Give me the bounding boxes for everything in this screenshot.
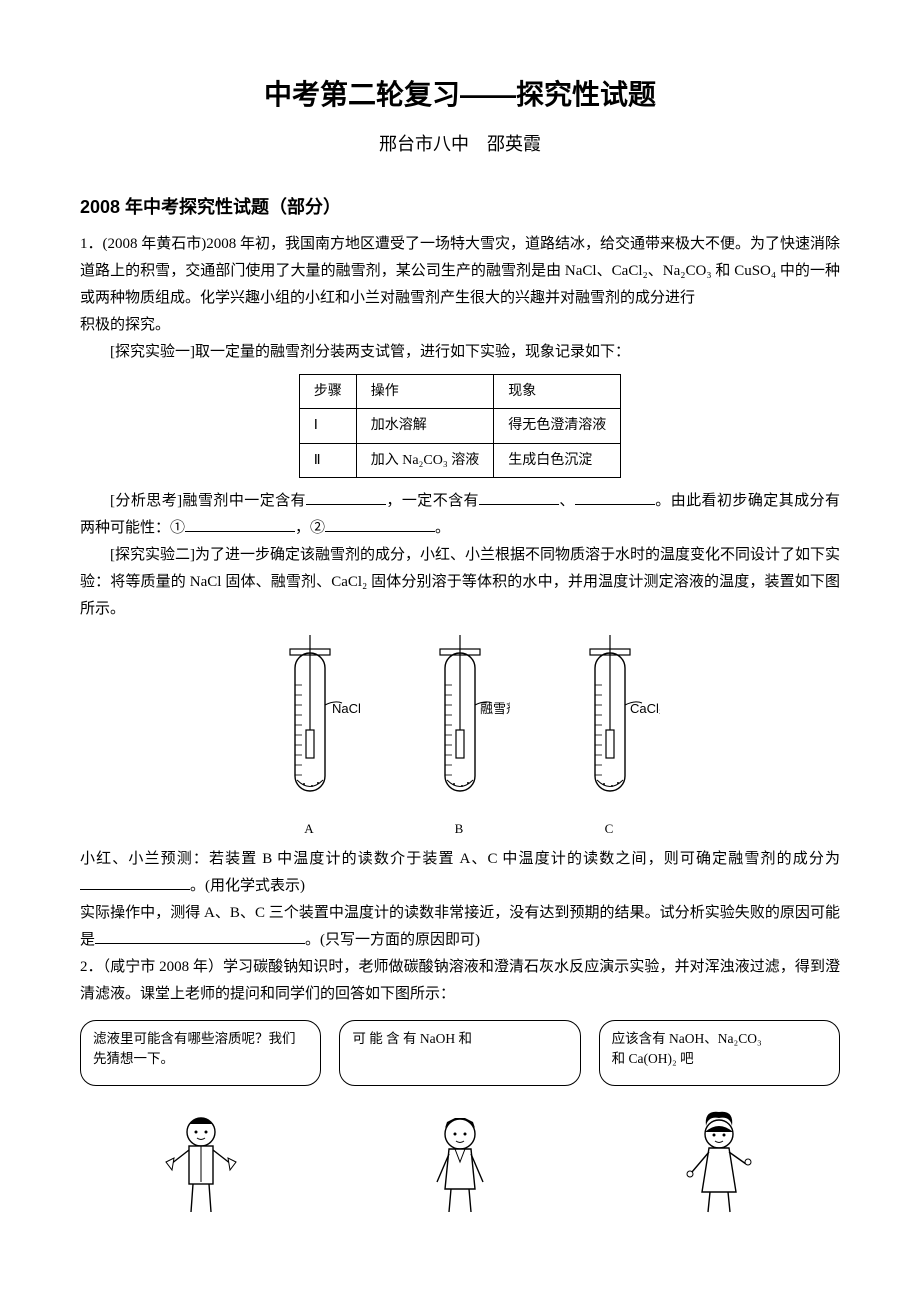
bubble-2-text: 可 能 含 有 NaOH 和	[352, 1031, 472, 1046]
th-op: 操作	[356, 375, 494, 409]
steps-table: 步骤 操作 现象 Ⅰ 加水溶解 得无色澄清溶液 Ⅱ 加入 Na₂CO₃ 溶液 生…	[299, 374, 622, 478]
tube-a-caption: A	[260, 817, 360, 840]
blank-3	[575, 489, 655, 505]
cell-ph-2: 生成白色沉淀	[494, 443, 621, 477]
q1-exp1-intro: [探究实验一]取一定量的融雪剂分装两支试管，进行如下实验，现象记录如下：	[80, 339, 840, 366]
person-2	[339, 1104, 580, 1214]
page-title: 中考第二轮复习——探究性试题	[80, 70, 840, 120]
q1-prediction: 小红、小兰预测：若装置 B 中温度计的读数介于装置 A、C 中温度计的读数之间，…	[80, 846, 840, 900]
th-phenom: 现象	[494, 375, 621, 409]
person-1	[80, 1104, 321, 1214]
q1-paragraph-1: 1．(2008 年黄石市)2008 年初，我国南方地区遭受了一场特大雪灾，道路结…	[80, 231, 840, 312]
tube-c-label: CaCl₂	[630, 701, 660, 716]
speech-bubble-1: 滤液里可能含有哪些溶质呢？我们先猜想一下。	[80, 1020, 321, 1086]
bubble-3-text-b: 和 Ca(OH)₂ 吧	[612, 1051, 694, 1066]
page-subtitle: 邢台市八中 邵英霞	[80, 128, 840, 160]
blank-2	[479, 489, 559, 505]
table-row: Ⅰ 加水溶解 得无色澄清溶液	[299, 409, 621, 443]
q1-exp2-intro: [探究实验二]为了进一步确定该融雪剂的成分，小红、小兰根据不同物质溶于水时的温度…	[80, 542, 840, 623]
analysis-text-a: [分析思考]融雪剂中一定含有	[110, 493, 306, 509]
person-3	[599, 1104, 840, 1214]
fail-text-b: 。(只写一方面的原因即可)	[305, 932, 480, 948]
test-tube-c-svg: CaCl₂	[560, 635, 660, 805]
person-teacher-svg	[156, 1104, 246, 1214]
analysis-text-e: ，②	[295, 520, 325, 536]
q1-failure: 实际操作中，测得 A、B、C 三个装置中温度计的读数非常接近，没有达到预期的结果…	[80, 900, 840, 954]
speech-col-2: 可 能 含 有 NaOH 和	[339, 1020, 580, 1214]
speech-col-3: 应该含有 NaOH、Na₂CO₃ 和 Ca(OH)₂ 吧	[599, 1020, 840, 1214]
person-girl-svg	[674, 1104, 764, 1214]
table-header-row: 步骤 操作 现象	[299, 375, 621, 409]
test-tube-a-svg: NaCl	[260, 635, 360, 805]
th-step: 步骤	[299, 375, 356, 409]
speech-bubble-2: 可 能 含 有 NaOH 和	[339, 1020, 580, 1086]
q2-intro: 2．（咸宁市 2008 年）学习碳酸钠知识时，老师做碳酸钠溶液和澄清石灰水反应演…	[80, 954, 840, 1008]
blank-6	[80, 874, 190, 890]
tube-b-label: 融雪剂	[480, 701, 510, 716]
q1-paragraph-2: 积极的探究。	[80, 312, 840, 339]
pred-text-a: 小红、小兰预测：若装置 B 中温度计的读数介于装置 A、C 中温度计的读数之间，…	[80, 851, 840, 867]
tube-a-label: NaCl	[332, 701, 360, 716]
tube-b: 融雪剂 B	[410, 635, 510, 840]
speech-col-1: 滤液里可能含有哪些溶质呢？我们先猜想一下。	[80, 1020, 321, 1214]
cell-step-1: Ⅰ	[299, 409, 356, 443]
analysis-text-c: 、	[559, 493, 575, 509]
blank-4	[185, 516, 295, 532]
tube-diagram-row: NaCl A 融雪剂 B	[80, 635, 840, 840]
blank-7	[95, 928, 305, 944]
cell-step-2: Ⅱ	[299, 443, 356, 477]
pred-text-b: 。(用化学式表示)	[190, 878, 305, 894]
speech-row: 滤液里可能含有哪些溶质呢？我们先猜想一下。 可 能 含 有 NaOH 和	[80, 1020, 840, 1214]
blank-1	[306, 489, 386, 505]
person-boy-svg	[415, 1104, 505, 1214]
analysis-text-b: ，一定不含有	[386, 493, 479, 509]
tube-b-caption: B	[410, 817, 510, 840]
cell-op-2: 加入 Na₂CO₃ 溶液	[356, 443, 494, 477]
table-row: Ⅱ 加入 Na₂CO₃ 溶液 生成白色沉淀	[299, 443, 621, 477]
tube-c-caption: C	[560, 817, 660, 840]
test-tube-b-svg: 融雪剂	[410, 635, 510, 805]
blank-5	[325, 516, 435, 532]
cell-op-1: 加水溶解	[356, 409, 494, 443]
cell-ph-1: 得无色澄清溶液	[494, 409, 621, 443]
tube-a: NaCl A	[260, 635, 360, 840]
q1-analysis: [分析思考]融雪剂中一定含有，一定不含有、。由此看初步确定其成分有两种可能性：①…	[80, 488, 840, 542]
tube-c: CaCl₂ C	[560, 635, 660, 840]
analysis-text-f: 。	[435, 520, 450, 536]
speech-bubble-3: 应该含有 NaOH、Na₂CO₃ 和 Ca(OH)₂ 吧	[599, 1020, 840, 1086]
bubble-3-text-a: 应该含有 NaOH、Na₂CO₃	[612, 1031, 762, 1046]
bubble-1-text: 滤液里可能含有哪些溶质呢？我们先猜想一下。	[93, 1031, 296, 1066]
section-header: 2008 年中考探究性试题（部分）	[80, 191, 840, 223]
